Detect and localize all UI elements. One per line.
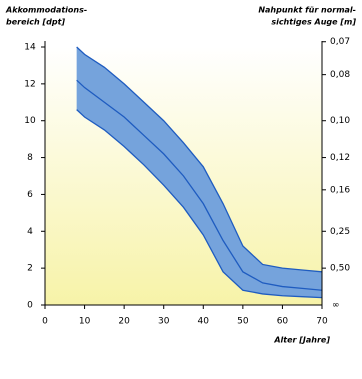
y-tick-label: 0: [27, 301, 33, 311]
x-tick-label: 30: [158, 317, 170, 327]
x-tick-label: 10: [79, 317, 91, 327]
y-tick-label: 2: [27, 264, 33, 274]
y-tick-label: 4: [27, 227, 33, 237]
y2-tick-label: 0,10: [330, 116, 350, 126]
y2-tick-label: 0,16: [330, 185, 350, 195]
x-tick-label: 60: [277, 317, 289, 327]
y-tick-label: 12: [24, 79, 35, 89]
x-tick-label: 70: [316, 317, 328, 327]
y-tick-label: 14: [24, 43, 36, 53]
y-label: bereich [dpt]: [6, 18, 65, 27]
y-label: Akkommodations-: [5, 6, 87, 15]
x-tick-label: 40: [198, 317, 210, 327]
y2-label: Nahpunkt für normal-: [258, 6, 356, 15]
x-tick-label: 20: [118, 317, 130, 327]
y-tick-label: 6: [27, 190, 33, 200]
line-mean: [76, 79, 323, 291]
x-tick-label: 0: [42, 317, 48, 327]
y-tick-label: 8: [27, 153, 33, 163]
y2-tick-label: 0,50: [330, 264, 350, 274]
band-upper: [76, 47, 323, 298]
x-tick-label: 50: [237, 317, 249, 327]
y2-tick-label: 0,08: [330, 70, 350, 80]
y2-label: sichtiges Auge [m]: [271, 18, 356, 27]
line-lower: [76, 109, 323, 299]
y2-tick-label: ∞: [332, 301, 340, 311]
x-label: Alter [Jahre]: [273, 336, 330, 345]
y-tick-label: 10: [24, 116, 36, 126]
line-upper: [76, 46, 323, 273]
y2-tick-label: 0,12: [330, 153, 350, 163]
y2-tick-label: 0,07: [330, 37, 350, 47]
y2-tick-label: 0,25: [330, 227, 350, 237]
